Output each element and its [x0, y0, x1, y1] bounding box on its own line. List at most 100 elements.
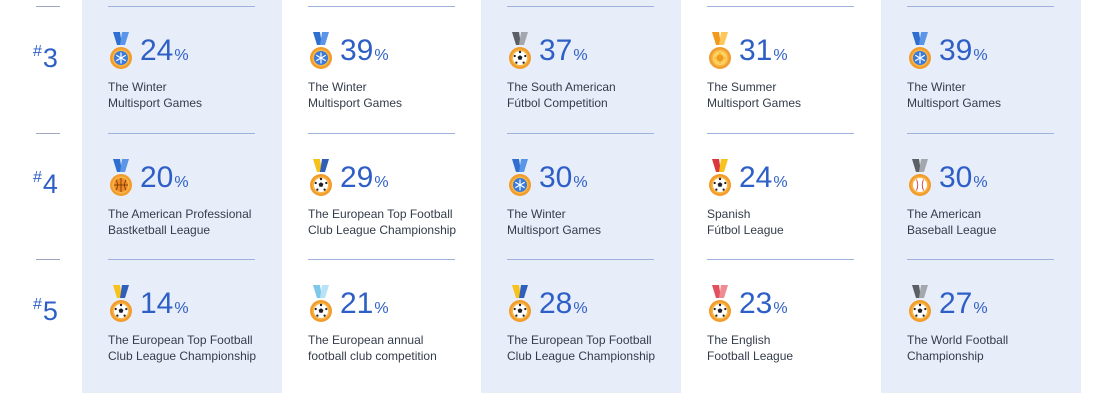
competition-label-line-1: The European Top Football	[108, 333, 253, 347]
percentage-value: 20	[140, 161, 174, 194]
soccer-ball-medal-icon	[310, 285, 332, 322]
competition-label-line-1: The European annual	[308, 333, 424, 347]
percentage-value: 29	[340, 161, 374, 194]
percentage: 39%	[340, 36, 389, 71]
percent-sign: %	[773, 174, 788, 191]
medal-row: 14%	[108, 285, 283, 323]
competition-label: The Winter Multisport Games	[507, 206, 682, 238]
percent-sign: %	[174, 47, 189, 64]
cell-divider	[308, 6, 455, 7]
competition-label-line-2: Club League Championship	[507, 349, 656, 363]
competition-label-line-2: Championship	[907, 349, 984, 363]
cell-divider	[707, 259, 854, 260]
percentage-value: 27	[939, 287, 973, 320]
ranking-cell: 23% The English Football League	[707, 285, 882, 364]
percentage-value: 14	[140, 287, 174, 320]
ranking-cell: 39% The Winter Multisport Games	[308, 32, 483, 111]
soccer-ball-medal-icon	[709, 285, 731, 322]
cell-divider	[507, 259, 654, 260]
percentage-value: 24	[739, 161, 773, 194]
soccer-ball-medal-icon	[709, 159, 731, 196]
soccer-ball-medal-icon	[310, 159, 332, 196]
cell-divider	[308, 133, 455, 134]
percentage: 24%	[140, 36, 189, 71]
percent-sign: %	[973, 47, 988, 64]
percentage-value: 30	[939, 161, 973, 194]
competition-label: The European Top Football Club League Cha…	[108, 332, 283, 364]
competition-label-line-1: The European Top Football	[308, 207, 453, 221]
medal-row: 23%	[707, 285, 882, 323]
competition-label: The Winter Multisport Games	[308, 79, 483, 111]
ranking-cell: 21% The European annual football club comp…	[308, 285, 483, 364]
soccer-ball-medal-icon	[110, 285, 132, 322]
percentage: 14%	[140, 289, 189, 324]
competition-label-line-1: The World Football	[907, 333, 1009, 347]
medal-row: 30%	[907, 159, 1082, 197]
ranking-cell: 31% The Summer Multisport Games	[707, 32, 882, 111]
competition-label-line-1: Spanish	[707, 207, 751, 221]
percentage: 23%	[739, 289, 788, 324]
competition-label-line-1: The Winter	[907, 80, 966, 94]
ranking-cell: 30% The Winter Multisport Games	[507, 159, 682, 238]
cell-divider	[707, 6, 854, 7]
competition-label-line-2: Multisport Games	[507, 223, 602, 237]
cell-divider	[707, 133, 854, 134]
competition-label-line-2: Multisport Games	[308, 96, 403, 110]
percentage: 30%	[539, 163, 588, 198]
competition-label: The European Top Football Club League Cha…	[308, 206, 483, 238]
rank-hash: #	[33, 296, 42, 313]
percent-sign: %	[174, 300, 189, 317]
competition-label-line-2: Fútbol Competition	[507, 96, 608, 110]
percentage: 37%	[539, 36, 588, 71]
percentage: 28%	[539, 289, 588, 324]
medal-row: 27%	[907, 285, 1082, 323]
medal-row: 28%	[507, 285, 682, 323]
medal-row: 39%	[907, 32, 1082, 70]
percentage: 39%	[939, 36, 988, 71]
percentage: 20%	[140, 163, 189, 198]
rank-label: #5	[33, 290, 73, 326]
competition-label: The World Football Championship	[907, 332, 1082, 364]
cell-divider	[108, 259, 255, 260]
cell-divider	[108, 6, 255, 7]
snowflake-medal-icon	[110, 32, 132, 69]
competition-label-line-1: The Summer	[707, 80, 777, 94]
percentage: 21%	[340, 289, 389, 324]
rank-divider	[36, 133, 60, 134]
snowflake-medal-icon	[509, 159, 531, 196]
competition-label-line-2: Multisport Games	[707, 96, 802, 110]
percentage-value: 39	[340, 34, 374, 67]
competition-label-line-2: Fútbol League	[707, 223, 784, 237]
ranking-cell: 20% The American Professional Bastketball …	[108, 159, 283, 238]
soccer-ball-medal-icon	[909, 285, 931, 322]
percentage-value: 39	[939, 34, 973, 67]
competition-label: The South American Fútbol Competition	[507, 79, 682, 111]
cell-divider	[907, 259, 1054, 260]
medal-row: 37%	[507, 32, 682, 70]
cell-divider	[907, 133, 1054, 134]
percent-sign: %	[573, 174, 588, 191]
percentage-value: 24	[140, 34, 174, 67]
medal-row: 24%	[108, 32, 283, 70]
medal-row: 31%	[707, 32, 882, 70]
percentage-value: 37	[539, 34, 573, 67]
competition-label-line-1: The South American	[507, 80, 616, 94]
ranking-cell: 27% The World Football Championship	[907, 285, 1082, 364]
competition-label-line-1: The American Professional	[108, 207, 252, 221]
competition-label-line-2: football club competition	[308, 349, 437, 363]
rank-label: #4	[33, 163, 73, 199]
competition-label: The Winter Multisport Games	[907, 79, 1082, 111]
competition-label-line-1: The Winter	[108, 80, 167, 94]
ranking-cell: 28% The European Top Football Club League …	[507, 285, 682, 364]
competition-label-line-2: Football League	[707, 349, 794, 363]
rank-number: 5	[42, 296, 58, 326]
medal-row: 30%	[507, 159, 682, 197]
percentage: 30%	[939, 163, 988, 198]
ranking-cell: 24% The Winter Multisport Games	[108, 32, 283, 111]
competition-label: Spanish Fútbol League	[707, 206, 882, 238]
percent-sign: %	[174, 174, 189, 191]
percentage: 27%	[939, 289, 988, 324]
competition-label-line-2: Multisport Games	[907, 96, 1002, 110]
medal-row: 20%	[108, 159, 283, 197]
ranking-cell: 29% The European Top Football Club League …	[308, 159, 483, 238]
